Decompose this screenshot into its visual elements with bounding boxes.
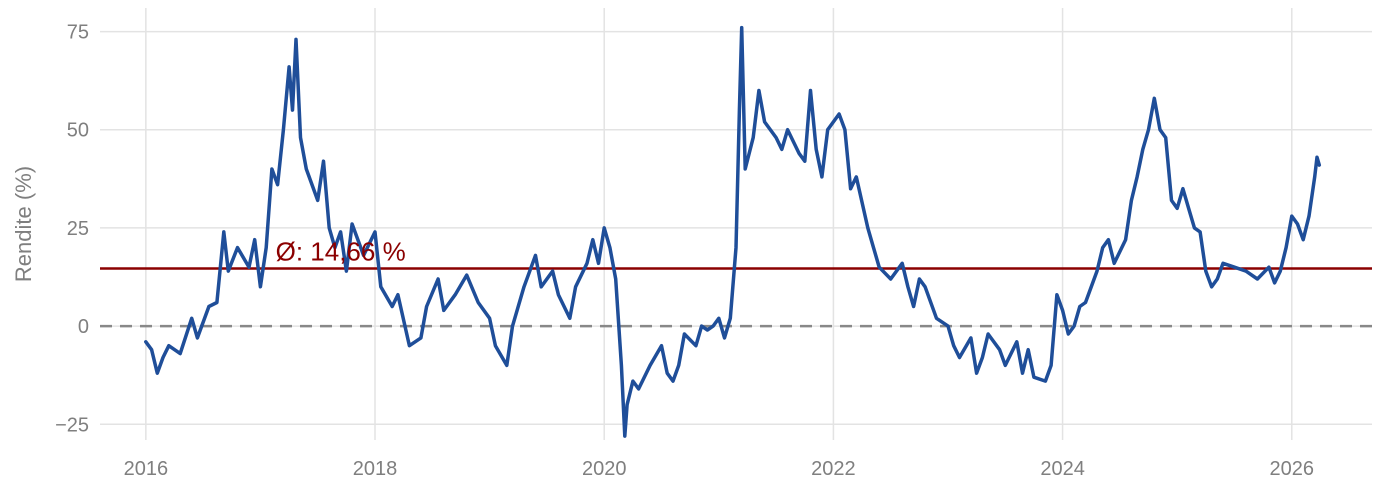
reference-lines [100,267,1372,328]
y-tick-label: −25 [55,414,89,436]
x-tick-label: 2018 [353,458,398,480]
mean-label: Ø: 14,66 % [276,237,406,267]
x-tick-label: 2022 [811,458,856,480]
y-tick-label: 50 [67,120,89,142]
x-tick-label: 2024 [1040,458,1085,480]
series [144,25,1322,438]
return-series-line [144,25,1322,438]
x-tick-label: 2026 [1270,458,1315,480]
y-tick-label: 25 [67,218,89,240]
labels: 2016 2018 2020 2022 2024 2026 −25 0 25 50 75 Ø: 14,… [55,22,1314,480]
y-tick-label: 0 [78,316,89,338]
y-tick-label: 75 [67,22,89,44]
x-tick-label: 2016 [124,458,169,480]
x-tick-label: 2020 [582,458,627,480]
y-axis-title: Rendite (%) [11,166,36,282]
